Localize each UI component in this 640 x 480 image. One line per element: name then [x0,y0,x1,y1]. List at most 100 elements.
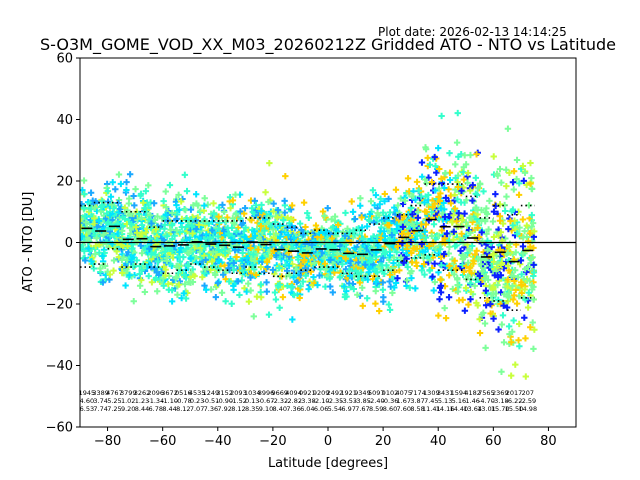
scatter-point [377,195,384,203]
scatter-point [511,267,519,274]
scatter-point [399,200,407,208]
scatter-point [329,224,337,231]
bin-count-label: 7565 [478,389,495,397]
scatter-point [372,278,380,285]
scatter-point [461,253,469,261]
scatter-point [106,224,113,231]
scatter-point [494,172,501,179]
scatter-point [280,217,287,224]
bin-std-label: 14.40 [450,405,469,413]
scatter-point [227,204,234,212]
scatter-point [167,260,174,268]
scatter-point [276,281,283,288]
bin-count-label: 5097 [368,389,385,397]
scatter-point [375,263,383,271]
scatter-point [406,284,414,291]
scatter-point [222,298,229,305]
scatter-point [222,275,229,283]
scatter-point [247,244,254,252]
scatter-point [461,210,468,217]
scatter-point [109,179,116,186]
bin-mean-label: -2.35 [326,397,343,405]
scatter-point [299,278,307,285]
scatter-point [528,185,535,192]
scatter-point [136,282,144,289]
scatter-point [151,216,159,224]
scatter-point [481,320,489,327]
scatter-point [199,273,206,281]
scatter-point [482,344,489,352]
scatter-point [259,240,266,247]
bin-mean-label: 4.60 [80,397,94,405]
scatter-point [408,217,415,224]
scatter-point [321,212,328,220]
scatter-point [453,139,461,146]
scatter-point [328,235,336,242]
scatter-point [138,276,145,284]
scatter-point [93,224,100,231]
scatter-point [403,277,411,284]
scatter-point [228,300,235,307]
scatter-point [462,284,470,292]
scatter-point [202,286,210,294]
scatter-point [435,185,443,192]
scatter-point [513,156,521,164]
scatter-point [502,166,510,173]
scatter-point [498,321,506,328]
scatter-point [311,279,318,287]
scatter-point [331,265,339,272]
scatter-point [459,261,466,269]
scatter-point [91,215,98,222]
scatter-point [117,180,125,188]
scatter-point [380,228,388,235]
scatter-point [357,245,364,253]
scatter-point [173,227,180,234]
scatter-point [386,278,393,285]
scatter-point [133,229,141,236]
scatter-point [412,236,419,243]
scatter-point [464,169,472,177]
scatter-point [135,210,143,218]
scatter-point [458,216,466,224]
scatter-point [247,274,254,281]
scatter-point [464,222,471,230]
scatter-point [305,285,312,293]
scatter-point [471,282,478,290]
scatter-point [90,265,98,272]
scatter-point [241,285,248,292]
bin-mean-label: 0.23 [190,397,204,405]
scatter-point [180,290,188,297]
scatter-point [433,169,440,176]
plot-date: Plot date: 2026-02-13 14:14:25 [378,25,567,39]
scatter-point [263,244,270,251]
scatter-point [100,231,107,238]
scatter-point [451,257,458,264]
scatter-point [498,179,505,186]
scatter-point [101,262,109,270]
scatter-point [202,265,209,273]
scatter-point [131,202,138,209]
scatter-point [527,243,534,250]
scatter-point [403,282,410,290]
scatter-point [85,235,92,242]
scatter-point [342,266,350,273]
scatter-point [201,242,208,250]
scatter-point [290,234,298,241]
scatter-point [421,199,428,206]
scatter-point [394,275,401,282]
bin-std-label: 5.54 [328,405,342,413]
bin-mean-label: -2.59 [519,397,536,405]
bin-mean-label: 3.87 [410,397,424,405]
scatter-point [202,256,209,264]
scatter-point [454,281,461,289]
scatter-point [524,263,532,271]
bin-std-label: 8.44 [162,405,176,413]
scatter-point [497,272,505,279]
scatter-point [175,191,182,199]
scatter-point [508,272,515,280]
scatter-point [177,198,185,205]
scatter-point [317,266,324,273]
scatter-point [515,337,522,344]
scatter-point [231,247,239,254]
scatter-point [235,224,242,231]
